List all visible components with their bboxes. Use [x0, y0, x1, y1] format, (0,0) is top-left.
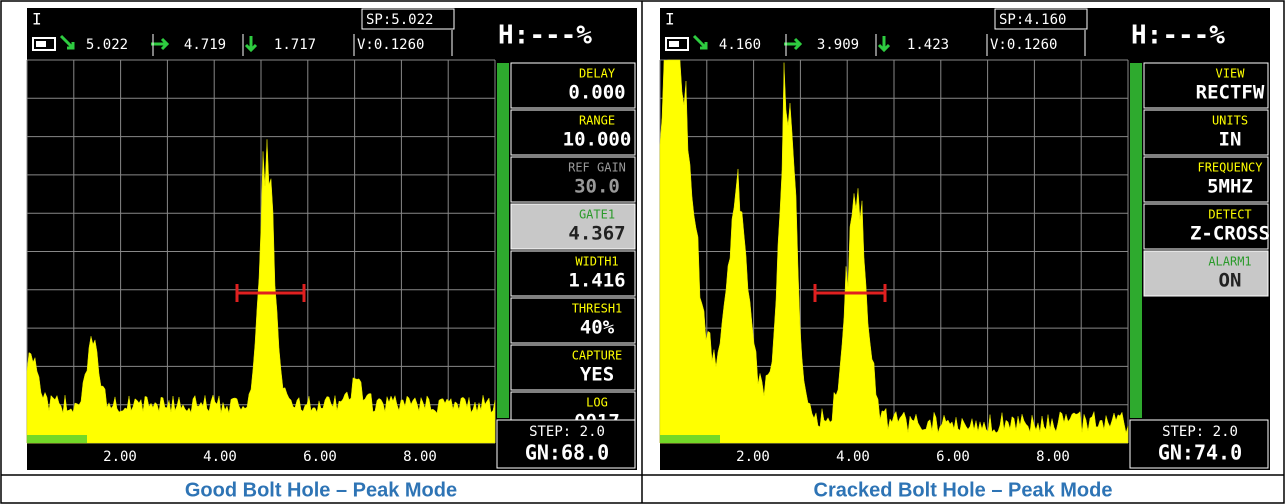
caption: Good Bolt Hole – Peak Mode [185, 479, 457, 501]
sp-reading: SP:5.022 [366, 12, 433, 28]
menu-value: YES [580, 364, 614, 386]
reading: 4.719 [184, 37, 226, 53]
menu-label: RANGE [579, 114, 615, 128]
menu-label: ALARM1 [1208, 255, 1251, 269]
menu-value: 1.416 [568, 270, 625, 292]
menu-label: UNITS [1212, 114, 1248, 128]
marker: I [32, 10, 42, 29]
h-reading: H:---% [1131, 21, 1225, 51]
menu-label: GATE1 [579, 208, 615, 222]
reading: 3.909 [817, 37, 859, 53]
menu-label: REF GAIN [568, 161, 626, 175]
battery-fill [669, 41, 679, 47]
reading: 1.717 [274, 37, 316, 53]
menu-value: IN [1219, 129, 1242, 151]
marker: I [665, 10, 675, 29]
gain: GN:74.0 [1158, 441, 1242, 465]
menu-value: 10.000 [563, 129, 632, 151]
reading: 1.423 [907, 37, 949, 53]
menu-value: 5MHZ [1207, 176, 1253, 198]
reading: V:0.1260 [357, 37, 424, 53]
menu-label: CAPTURE [572, 349, 623, 363]
x-tick-label: 2.00 [103, 449, 137, 465]
menu-label: DELAY [579, 67, 616, 81]
menu-value: ON [1219, 270, 1242, 292]
menu-value: 40% [580, 317, 615, 339]
menu-value: 4.367 [568, 223, 625, 245]
menu-label: WIDTH1 [575, 255, 618, 269]
x-tick-label: 4.00 [203, 449, 237, 465]
menu-value: Z-CROSS [1190, 223, 1270, 245]
step: STEP: 2.0 [1162, 424, 1238, 440]
menu-item [1144, 110, 1268, 155]
caption: Cracked Bolt Hole – Peak Mode [814, 479, 1113, 501]
reading: V:0.1260 [990, 37, 1057, 53]
reading: 4.160 [719, 37, 761, 53]
menu-label: LOG [586, 396, 608, 410]
menu-label: FREQUENCY [1197, 161, 1263, 175]
menu-value: 0.000 [568, 82, 625, 104]
x-tick-label: 4.00 [836, 449, 870, 465]
battery-fill [36, 41, 46, 47]
x-tick-label: 8.00 [1036, 449, 1070, 465]
baseline-green [27, 435, 87, 443]
device-screen: I SP:4.160 4.160 3.909 1.423 V:0.1260 H:---% 2.… [660, 8, 1270, 470]
baseline-green [660, 435, 720, 443]
sp-reading: SP:4.160 [999, 12, 1066, 28]
menu-label: VIEW [1216, 67, 1246, 81]
device-screen: I SP:5.022 5.022 4.719 1.717 V:0.1260 H:---% 2.… [27, 8, 637, 470]
menu-label: DETECT [1208, 208, 1251, 222]
step: STEP: 2.0 [529, 424, 605, 440]
x-tick-label: 2.00 [736, 449, 770, 465]
h-reading: H:---% [498, 21, 592, 51]
menu-value: RECTFW [1196, 82, 1265, 104]
x-tick-label: 6.00 [936, 449, 970, 465]
tab-strip [1130, 63, 1142, 418]
menu-value: 30.0 [574, 176, 620, 198]
tab-strip [497, 63, 509, 418]
reading: 5.022 [86, 37, 128, 53]
page: I SP:5.022 5.022 4.719 1.717 V:0.1260 H:---% 2.… [0, 0, 1285, 504]
gain: GN:68.0 [525, 441, 609, 465]
menu-label: THRESH1 [572, 302, 623, 316]
x-tick-label: 8.00 [403, 449, 437, 465]
x-tick-label: 6.00 [303, 449, 337, 465]
